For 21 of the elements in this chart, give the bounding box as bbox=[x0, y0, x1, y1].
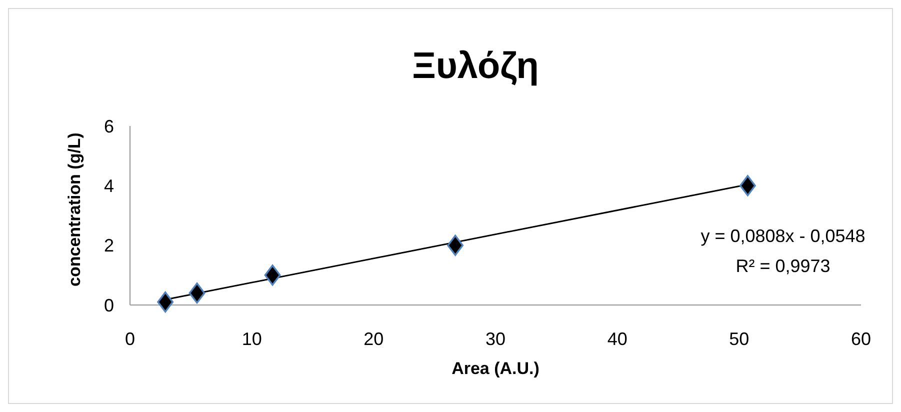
y-axis-title: concentration (g/L) bbox=[65, 132, 84, 286]
x-tick-label: 30 bbox=[485, 329, 506, 349]
x-axis-title: Area (A.U.) bbox=[452, 359, 540, 378]
point bbox=[447, 234, 464, 256]
chart-title: Ξυλόζη bbox=[412, 45, 539, 86]
x-tick-label: 10 bbox=[242, 329, 262, 349]
y-tick-label: 4 bbox=[104, 176, 114, 196]
x-tick-label: 20 bbox=[364, 329, 384, 349]
y-tick-label: 6 bbox=[104, 116, 114, 136]
annotation: y = 0,0808x - 0,0548 bbox=[700, 226, 866, 246]
point bbox=[188, 282, 206, 304]
point bbox=[740, 175, 756, 196]
annotation: R² = 0,9973 bbox=[736, 256, 830, 276]
y-tick-label: 0 bbox=[104, 295, 114, 316]
x-tick-label: 0 bbox=[124, 329, 136, 349]
y-tick-label: 2 bbox=[104, 236, 114, 256]
x-tick-label: 60 bbox=[850, 329, 872, 349]
point bbox=[264, 264, 281, 286]
x-tick-label: 40 bbox=[607, 329, 628, 349]
point bbox=[157, 292, 174, 313]
x-tick-label: 50 bbox=[729, 329, 750, 349]
